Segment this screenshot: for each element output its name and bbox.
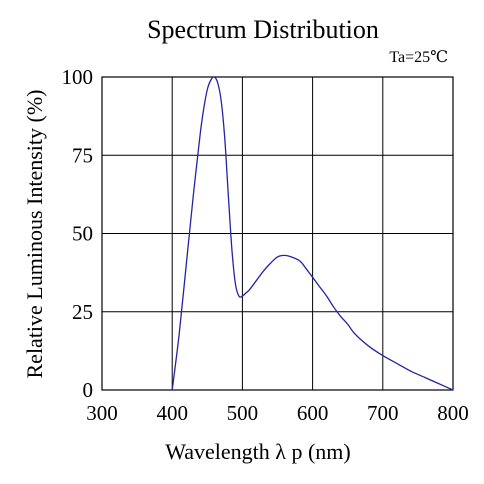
plot-frame [101, 76, 454, 391]
y-tick-label: 0 [83, 378, 94, 402]
x-tick-label: 800 [437, 401, 469, 425]
y-tick-label: 50 [72, 222, 93, 246]
x-tick-label: 300 [86, 401, 118, 425]
condition-annotation: Ta=25℃ [389, 49, 448, 66]
x-tick-label: 400 [156, 401, 188, 425]
y-tick-label: 100 [62, 65, 94, 89]
x-tick-label: 500 [227, 401, 259, 425]
x-tick-label: 700 [367, 401, 399, 425]
y-tick-label: 75 [72, 143, 93, 167]
chart-title: Spectrum Distribution [147, 15, 379, 44]
y-tick-label: 25 [72, 300, 93, 324]
x-tick-label: 600 [297, 401, 329, 425]
y-axis-label: Relative Luminous Intensity (%) [22, 90, 47, 379]
x-axis-label: Wavelength λ p (nm) [165, 439, 350, 464]
spectrum-curve [171, 76, 454, 391]
